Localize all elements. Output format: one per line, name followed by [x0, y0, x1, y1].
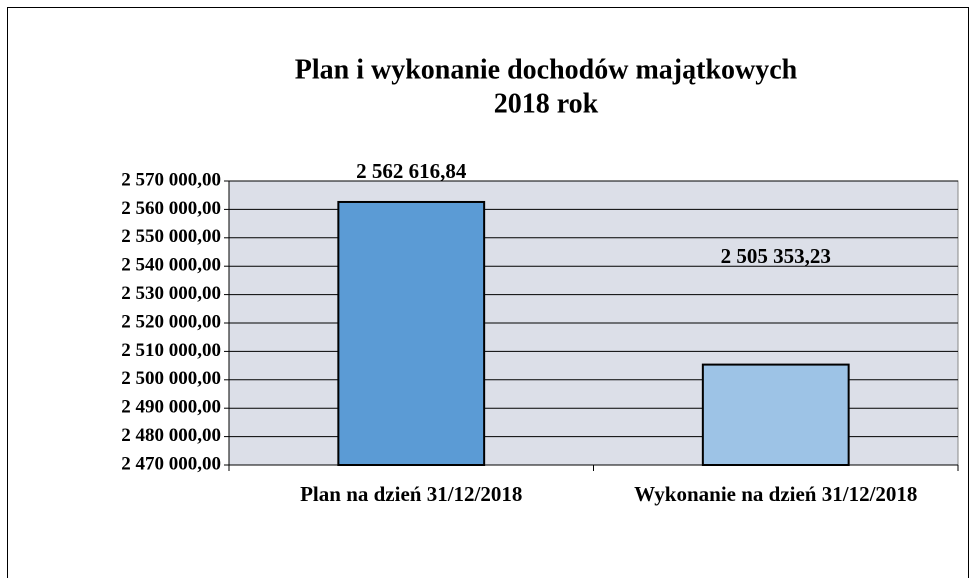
y-tick-label: 2 470 000,00 [121, 453, 221, 474]
y-tick-label: 2 500 000,00 [121, 368, 221, 389]
y-tick-label: 2 510 000,00 [121, 340, 221, 361]
value-label: 2 562 616,84 [356, 159, 467, 183]
x-tick-label: Plan na dzień 31/12/2018 [300, 482, 522, 506]
bar [701, 363, 850, 467]
y-tick-label: 2 560 000,00 [121, 198, 221, 219]
y-tick-label: 2 530 000,00 [121, 283, 221, 304]
x-tick-label: Wykonanie na dzień 31/12/2018 [634, 482, 917, 506]
y-tick-label: 2 490 000,00 [121, 397, 221, 418]
y-tick-label: 2 520 000,00 [121, 311, 221, 332]
y-tick-label: 2 570 000,00 [121, 169, 221, 190]
chart-title: Plan i wykonanie dochodów majątkowych [295, 54, 798, 85]
bar [337, 200, 486, 466]
chart-title: 2018 rok [494, 88, 599, 119]
y-tick-label: 2 550 000,00 [121, 226, 221, 247]
y-tick-label: 2 480 000,00 [121, 425, 221, 446]
value-label: 2 505 353,23 [721, 244, 831, 268]
y-tick-label: 2 540 000,00 [121, 255, 221, 276]
